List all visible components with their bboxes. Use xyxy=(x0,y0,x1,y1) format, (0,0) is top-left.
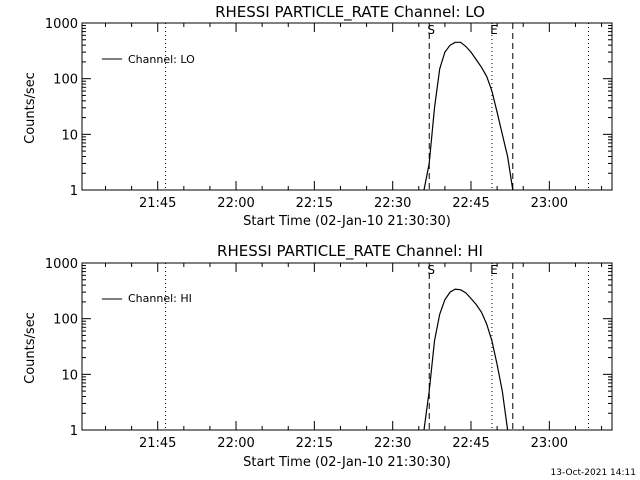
panel1-plot-frame xyxy=(81,22,613,191)
panel2-xtick-label: 22:00 xyxy=(217,436,254,451)
panel2-legend-label: Channel: HI xyxy=(128,292,192,305)
panel2-series-line xyxy=(423,288,509,431)
panel2-ytick-label: 10 xyxy=(61,368,78,383)
panel1-xtick-label: 22:30 xyxy=(374,196,411,211)
panel1-ytick-label: 1000 xyxy=(45,17,78,32)
footer-timestamp: 13-Oct-2021 14:11 xyxy=(551,468,636,478)
panel2-xtick-label: 22:45 xyxy=(452,436,489,451)
panel1-vline-label: S xyxy=(427,23,435,37)
panel2-xtick-label: 22:30 xyxy=(374,436,411,451)
panel1-legend-label: Channel: LO xyxy=(128,53,195,66)
panel2-xtick-label: 21:45 xyxy=(139,436,176,451)
panel1-ytick-label: 10 xyxy=(61,128,78,143)
panel2-xtick-label: 22:15 xyxy=(296,436,333,451)
panel1-series-line xyxy=(423,41,514,191)
panel1-xtick-label: 21:45 xyxy=(139,196,176,211)
panel2-xlabel: Start Time (02-Jan-10 21:30:30) xyxy=(243,455,451,470)
panel2-xtick-label: 23:00 xyxy=(531,436,568,451)
panel1-ytick-label: 100 xyxy=(53,73,78,88)
panel1-vline-label: E xyxy=(490,23,498,37)
panel1-ylabel: Counts/sec xyxy=(23,72,38,144)
panel1-ytick-label: 1 xyxy=(70,184,78,199)
panel1-xtick-label: 22:45 xyxy=(452,196,489,211)
panel1-xtick-label: 22:15 xyxy=(296,196,333,211)
panel1-xtick-label: 23:00 xyxy=(531,196,568,211)
panel2-plot-frame xyxy=(81,262,613,431)
panel2-vline-label: S xyxy=(427,263,435,277)
panel2-ylabel: Counts/sec xyxy=(23,312,38,384)
panel2-title: RHESSI PARTICLE_RATE Channel: HI xyxy=(217,242,483,261)
panel2-vline-label: E xyxy=(490,263,498,277)
panel1-xlabel: Start Time (02-Jan-10 21:30:30) xyxy=(243,214,451,229)
panel1-title: RHESSI PARTICLE_RATE Channel: LO xyxy=(215,3,485,22)
panel2-ytick-label: 1 xyxy=(70,424,78,439)
panel2-ytick-label: 1000 xyxy=(45,257,78,272)
panel2-ytick-label: 100 xyxy=(53,313,78,328)
panel1-xtick-label: 22:00 xyxy=(217,196,254,211)
